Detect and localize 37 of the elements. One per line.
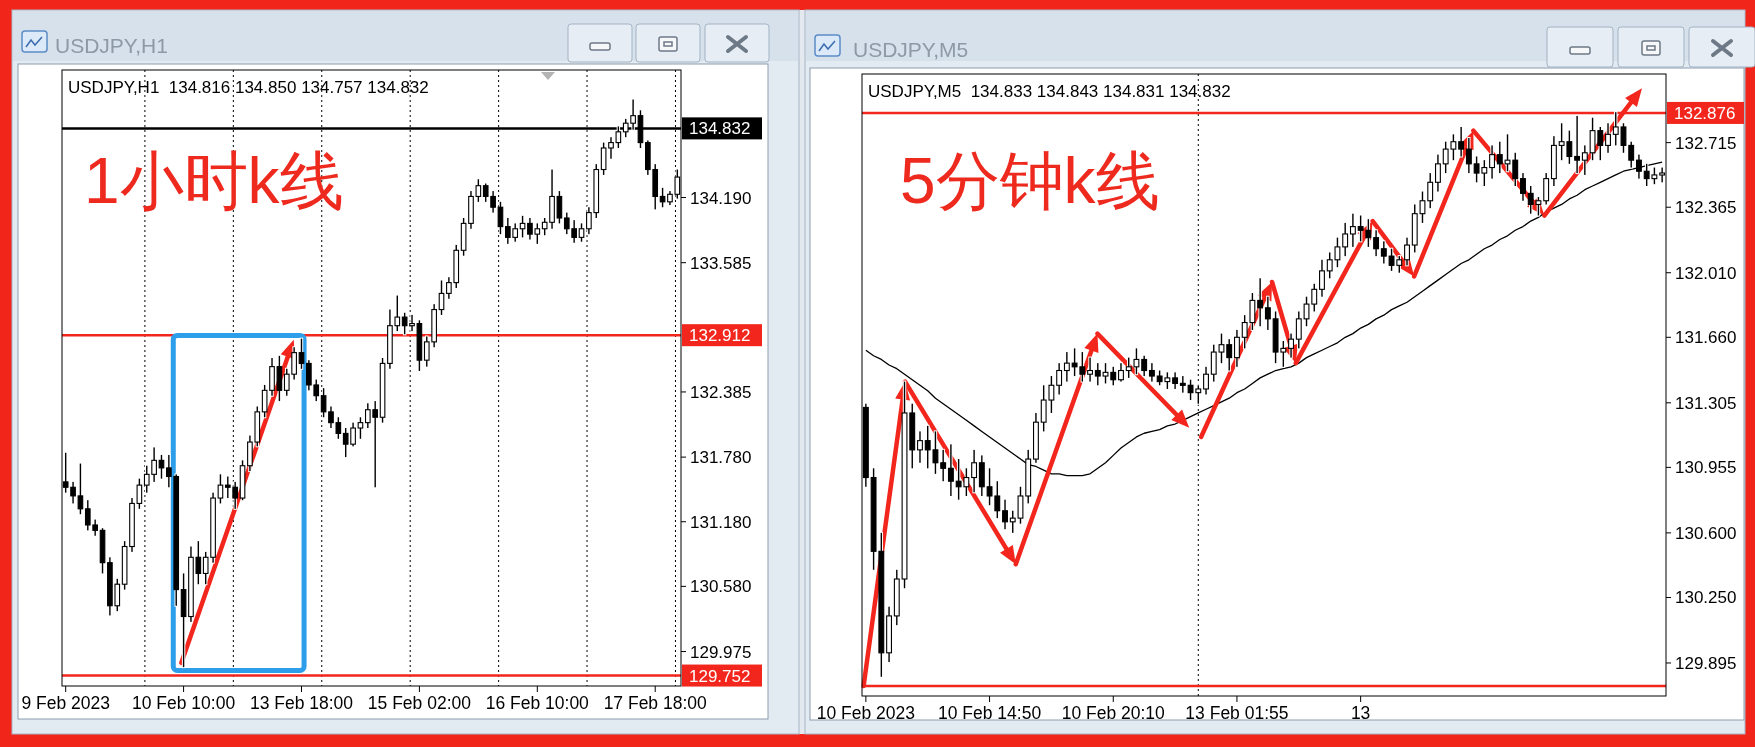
y-tick-label: 131.180 — [690, 512, 752, 532]
candlestick — [1349, 212, 1356, 248]
info-line: USDJPY,M5 134.833 134.843 134.831 134.832 — [868, 82, 1231, 101]
x-tick-label: 9 Feb 2023 — [21, 693, 110, 713]
y-tick-label: 133.585 — [690, 253, 752, 273]
x-tick-label: 10 Feb 10:00 — [132, 693, 236, 713]
candlestick — [1087, 356, 1093, 383]
y-tick-label: 132.010 — [1675, 263, 1737, 283]
y-tick-label: 130.580 — [690, 577, 752, 597]
annotation: 1小时k线 — [84, 145, 344, 217]
x-tick-label: 13 Feb 18:00 — [249, 693, 354, 713]
y-tick-label: 131.305 — [1675, 393, 1737, 413]
y-tick-label: 134.190 — [690, 188, 752, 208]
x-tick-label: 17 Feb 18:00 — [603, 693, 707, 713]
annotation: 5分钟k线 — [900, 145, 1160, 217]
y-tick-label: 129.895 — [1675, 653, 1737, 673]
x-tick-label: 10 Feb 2023 — [816, 703, 915, 723]
y-tick-label: 132.385 — [690, 382, 752, 402]
x-tick-label: 13 — [1350, 703, 1371, 723]
y-tick-label: 130.600 — [1675, 523, 1737, 543]
y-tick-label: 130.250 — [1675, 588, 1737, 608]
candlestick — [1574, 114, 1581, 175]
window-title: USDJPY,M5 — [853, 38, 969, 61]
y-tick-label: 131.780 — [690, 448, 752, 468]
x-tick-label: 10 Feb 14:50 — [938, 703, 1042, 723]
x-tick-label: 16 Feb 10:00 — [485, 693, 589, 713]
y-tick-label: 130.955 — [1675, 458, 1737, 478]
y-tick-label: 131.660 — [1675, 328, 1737, 348]
y-tick-label: 129.975 — [690, 642, 752, 662]
x-tick-label: 13 Feb 01:55 — [1185, 703, 1289, 723]
window-title: USDJPY,H1 — [55, 34, 168, 57]
y-tick-label: 132.365 — [1675, 198, 1737, 218]
x-tick-label: 10 Feb 20:10 — [1061, 703, 1165, 723]
info-line: USDJPY,H1 134.816 134.850 134.757 134.832 — [68, 78, 429, 97]
candlestick — [940, 448, 947, 483]
x-tick-label: 15 Feb 02:00 — [367, 693, 471, 713]
y-tick-label: 132.715 — [1675, 133, 1737, 153]
